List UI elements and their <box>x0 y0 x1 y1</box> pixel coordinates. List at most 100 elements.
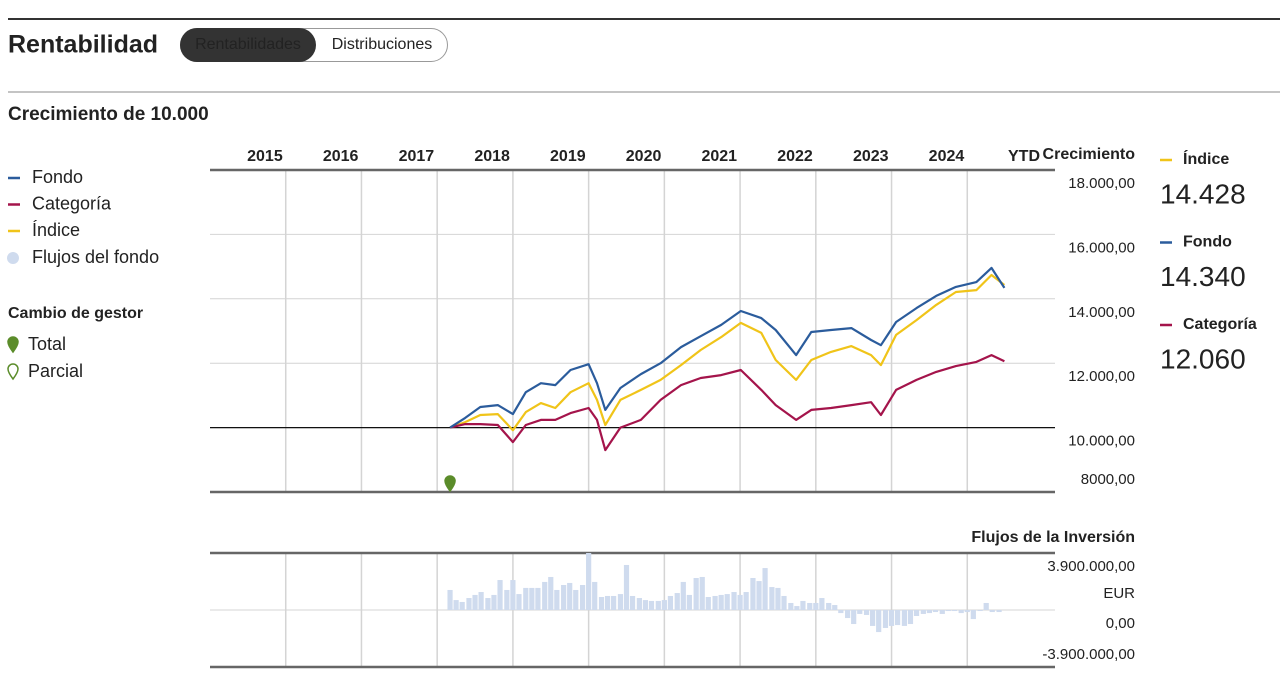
legend-label: Parcial <box>28 361 83 381</box>
tab-active-bg[interactable] <box>180 28 316 62</box>
x-period-label: 2022 <box>777 148 813 165</box>
flow-bar <box>491 594 497 610</box>
flow-bar <box>756 581 762 610</box>
flow-bar <box>573 589 579 610</box>
x-period-label: 2023 <box>853 148 889 165</box>
flow-bar <box>516 594 522 610</box>
flow-bar <box>459 601 465 610</box>
x-period-label: 2016 <box>323 148 359 165</box>
section-title: Crecimiento de 10.000 <box>8 104 209 125</box>
flow-bar <box>876 610 882 633</box>
flow-bar <box>826 602 832 610</box>
flow-bar <box>642 600 649 610</box>
flow-bar <box>567 582 573 610</box>
x-period-label: 2020 <box>626 148 662 165</box>
x-period-label: 2019 <box>550 148 586 165</box>
legend-swatch <box>7 252 19 264</box>
series-line <box>449 273 1006 432</box>
flow-bar <box>724 594 730 610</box>
flow-bar <box>781 595 787 610</box>
summary-name: Fondo <box>1183 234 1232 251</box>
flow-bar <box>478 592 484 610</box>
flow-bar <box>529 587 535 610</box>
flow-bar <box>832 605 838 610</box>
flow-bar <box>788 602 794 610</box>
flow-bar <box>661 600 667 610</box>
y-tick-label: 18.000,00 <box>1068 175 1135 192</box>
flow-bar <box>510 580 516 610</box>
flow-bar <box>920 610 926 614</box>
legend-label: Fondo <box>32 167 83 187</box>
x-period-label: 2015 <box>247 148 283 165</box>
flow-bar <box>989 610 995 613</box>
legend-label: Flujos del fondo <box>32 247 159 267</box>
summary-value: 12.060 <box>1160 343 1246 374</box>
manager-change-marker <box>444 475 456 493</box>
flow-bar <box>819 598 825 610</box>
flow-bar <box>497 580 503 610</box>
flow-bar <box>743 592 749 610</box>
flow-bar <box>629 595 636 610</box>
flow-bar <box>699 576 705 610</box>
flow-bar <box>504 589 510 610</box>
flow-bar <box>970 610 976 620</box>
flow-bar <box>932 610 939 613</box>
x-period-label: 2021 <box>701 148 737 165</box>
y-tick-label: 12.000,00 <box>1068 368 1135 385</box>
series-line <box>449 354 1005 452</box>
flow-bar <box>680 581 686 610</box>
flow-bar <box>913 610 920 616</box>
flow-bar <box>977 610 983 612</box>
page-title: Rentabilidad <box>8 31 158 59</box>
manager-legend-title: Cambio de gestor <box>8 305 143 322</box>
flow-bar <box>472 594 478 610</box>
flow-bar <box>964 610 970 613</box>
tab[interactable]: Rentabilidades <box>195 36 301 53</box>
y-tick-label: 3.900.000,00 <box>1047 558 1135 575</box>
flow-bar <box>655 600 661 610</box>
y-tick-label: -3.900.000,00 <box>1042 646 1135 663</box>
flow-bar <box>870 610 876 626</box>
flow-bar <box>794 606 800 610</box>
flow-bar <box>548 576 554 610</box>
flow-bar <box>762 568 768 610</box>
flow-bar <box>750 577 756 610</box>
chart-title: Flujos de la Inversión <box>971 529 1135 546</box>
flow-bar <box>951 610 957 612</box>
flow-bar <box>807 602 813 610</box>
y-tick-label: 8000,00 <box>1081 471 1135 488</box>
flow-bar <box>523 587 529 610</box>
flow-bar <box>636 598 642 610</box>
flow-bar <box>674 593 680 610</box>
tab[interactable]: Distribuciones <box>332 36 432 53</box>
flow-bar <box>561 585 567 610</box>
summary-value: 14.428 <box>1160 178 1246 209</box>
flow-bar <box>888 610 895 626</box>
x-period-label: 2024 <box>929 148 965 165</box>
flow-bar <box>731 592 737 610</box>
x-period-label: 2017 <box>399 148 435 165</box>
y-axis-title: Crecimiento <box>1043 146 1136 163</box>
flow-bar <box>813 602 819 610</box>
flow-bar <box>958 610 964 614</box>
flow-bar <box>996 610 1002 613</box>
flow-bar <box>535 587 541 610</box>
flow-bar <box>769 587 775 610</box>
flow-bar <box>453 600 459 610</box>
y-tick-label: 10.000,00 <box>1068 433 1135 450</box>
legend-label: Total <box>28 334 66 354</box>
legend-marker <box>7 336 19 354</box>
summary-name: Índice <box>1183 149 1229 168</box>
flow-bar <box>737 594 743 610</box>
flow-bar <box>648 600 655 610</box>
flow-bar <box>667 595 674 610</box>
x-period-label: 2018 <box>474 148 510 165</box>
flow-bar <box>895 610 901 626</box>
flow-bar <box>579 585 586 610</box>
y-tick-label: 14.000,00 <box>1068 304 1135 321</box>
flow-bar <box>901 610 908 626</box>
flow-bar <box>983 602 989 610</box>
x-period-label: YTD <box>1008 148 1040 165</box>
